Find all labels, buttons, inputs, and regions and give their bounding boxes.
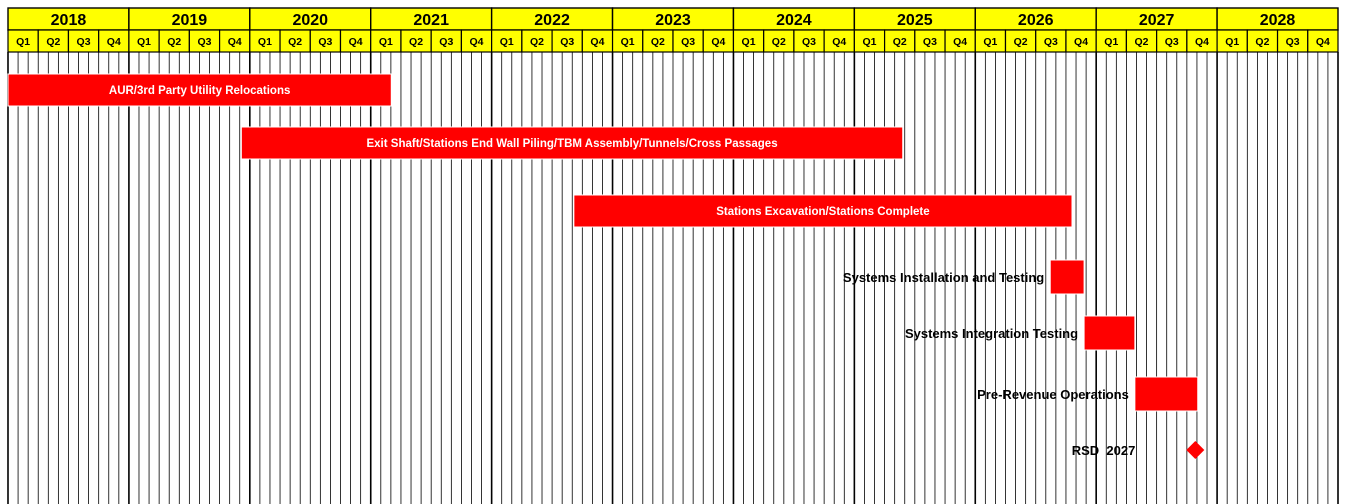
year-label: 2025 — [897, 12, 933, 29]
task-bar — [573, 194, 1073, 228]
year-label: 2028 — [1260, 12, 1296, 29]
quarter-label: Q4 — [349, 36, 363, 48]
quarter-label: Q1 — [1225, 36, 1239, 48]
quarter-label: Q4 — [590, 36, 604, 48]
task-bar — [1134, 376, 1199, 412]
quarter-label: Q3 — [1165, 36, 1179, 48]
task-label: Exit Shaft/Stations End Wall Piling/TBM … — [366, 138, 777, 150]
task-bar — [1083, 315, 1136, 351]
quarter-label: Q2 — [772, 36, 786, 48]
year-label: 2019 — [172, 12, 208, 29]
quarter-label: Q4 — [228, 36, 242, 48]
quarter-label: Q1 — [621, 36, 635, 48]
task-label: AUR/3rd Party Utility Relocations — [109, 85, 290, 97]
quarter-label: Q2 — [167, 36, 181, 48]
milestone-label: RSD 2027 — [1072, 443, 1136, 458]
quarter-label: Q4 — [953, 36, 967, 48]
quarter-label: Q1 — [862, 36, 876, 48]
quarter-label: Q4 — [1195, 36, 1209, 48]
year-label: 2021 — [413, 12, 449, 29]
quarter-label: Q3 — [560, 36, 574, 48]
year-label: 2023 — [655, 12, 691, 29]
quarter-label: Q4 — [1074, 36, 1088, 48]
quarter-label: Q4 — [107, 36, 121, 48]
task-bar — [7, 73, 392, 107]
year-label: 2024 — [776, 12, 812, 29]
quarter-label: Q1 — [258, 36, 272, 48]
quarter-label: Q3 — [1044, 36, 1058, 48]
quarter-label: Q3 — [197, 36, 211, 48]
quarter-label: Q2 — [1014, 36, 1028, 48]
quarter-label: Q2 — [46, 36, 60, 48]
quarter-label: Q1 — [16, 36, 30, 48]
quarter-label: Q3 — [77, 36, 91, 48]
quarter-label: Q1 — [500, 36, 514, 48]
year-label: 2027 — [1139, 12, 1175, 29]
year-label: 2018 — [51, 12, 87, 29]
quarter-label: Q1 — [379, 36, 393, 48]
year-label: 2020 — [292, 12, 328, 29]
quarter-label: Q2 — [409, 36, 423, 48]
task-label: Systems Integration Testing — [905, 326, 1078, 341]
quarter-label: Q2 — [893, 36, 907, 48]
quarter-label: Q3 — [439, 36, 453, 48]
quarter-label: Q4 — [711, 36, 725, 48]
quarter-label: Q4 — [832, 36, 846, 48]
quarter-label: Q3 — [802, 36, 816, 48]
task-label: Stations Excavation/Stations Complete — [716, 206, 929, 218]
task-labels: AUR/3rd Party Utility Relocations Exit Sh… — [109, 85, 1135, 458]
quarter-label: Q1 — [137, 36, 151, 48]
milestone-diamond — [1186, 441, 1205, 459]
year-label: 2022 — [534, 12, 570, 29]
year-label: 2026 — [1018, 12, 1054, 29]
quarter-label: Q4 — [470, 36, 484, 48]
task-label: Systems Installation and Testing — [843, 270, 1044, 285]
task-label: Pre-Revenue Operations — [977, 387, 1129, 402]
quarter-label: Q3 — [681, 36, 695, 48]
quarter-label: Q2 — [530, 36, 544, 48]
task-bar — [240, 126, 904, 160]
quarter-label: Q3 — [318, 36, 332, 48]
quarter-label: Q1 — [1104, 36, 1118, 48]
quarter-label: Q2 — [1255, 36, 1269, 48]
task-bars — [7, 73, 1205, 459]
timeline-header: 2018 Q1 Q2 Q3 Q4 2019 Q1 Q2 Q3 Q4 2020 Q1 Q2 Q3 Q4 2021… — [7, 7, 1339, 53]
quarter-header-cell — [1307, 29, 1339, 53]
quarter-label: Q3 — [1286, 36, 1300, 48]
task-bar — [1049, 259, 1085, 295]
quarter-label: Q1 — [983, 36, 997, 48]
quarter-label: Q4 — [1316, 36, 1330, 48]
timeline-grid — [7, 52, 1339, 504]
quarter-label: Q2 — [651, 36, 665, 48]
quarter-label: Q1 — [742, 36, 756, 48]
quarter-label: Q3 — [923, 36, 937, 48]
quarter-label: Q2 — [288, 36, 302, 48]
quarter-label: Q2 — [1135, 36, 1149, 48]
